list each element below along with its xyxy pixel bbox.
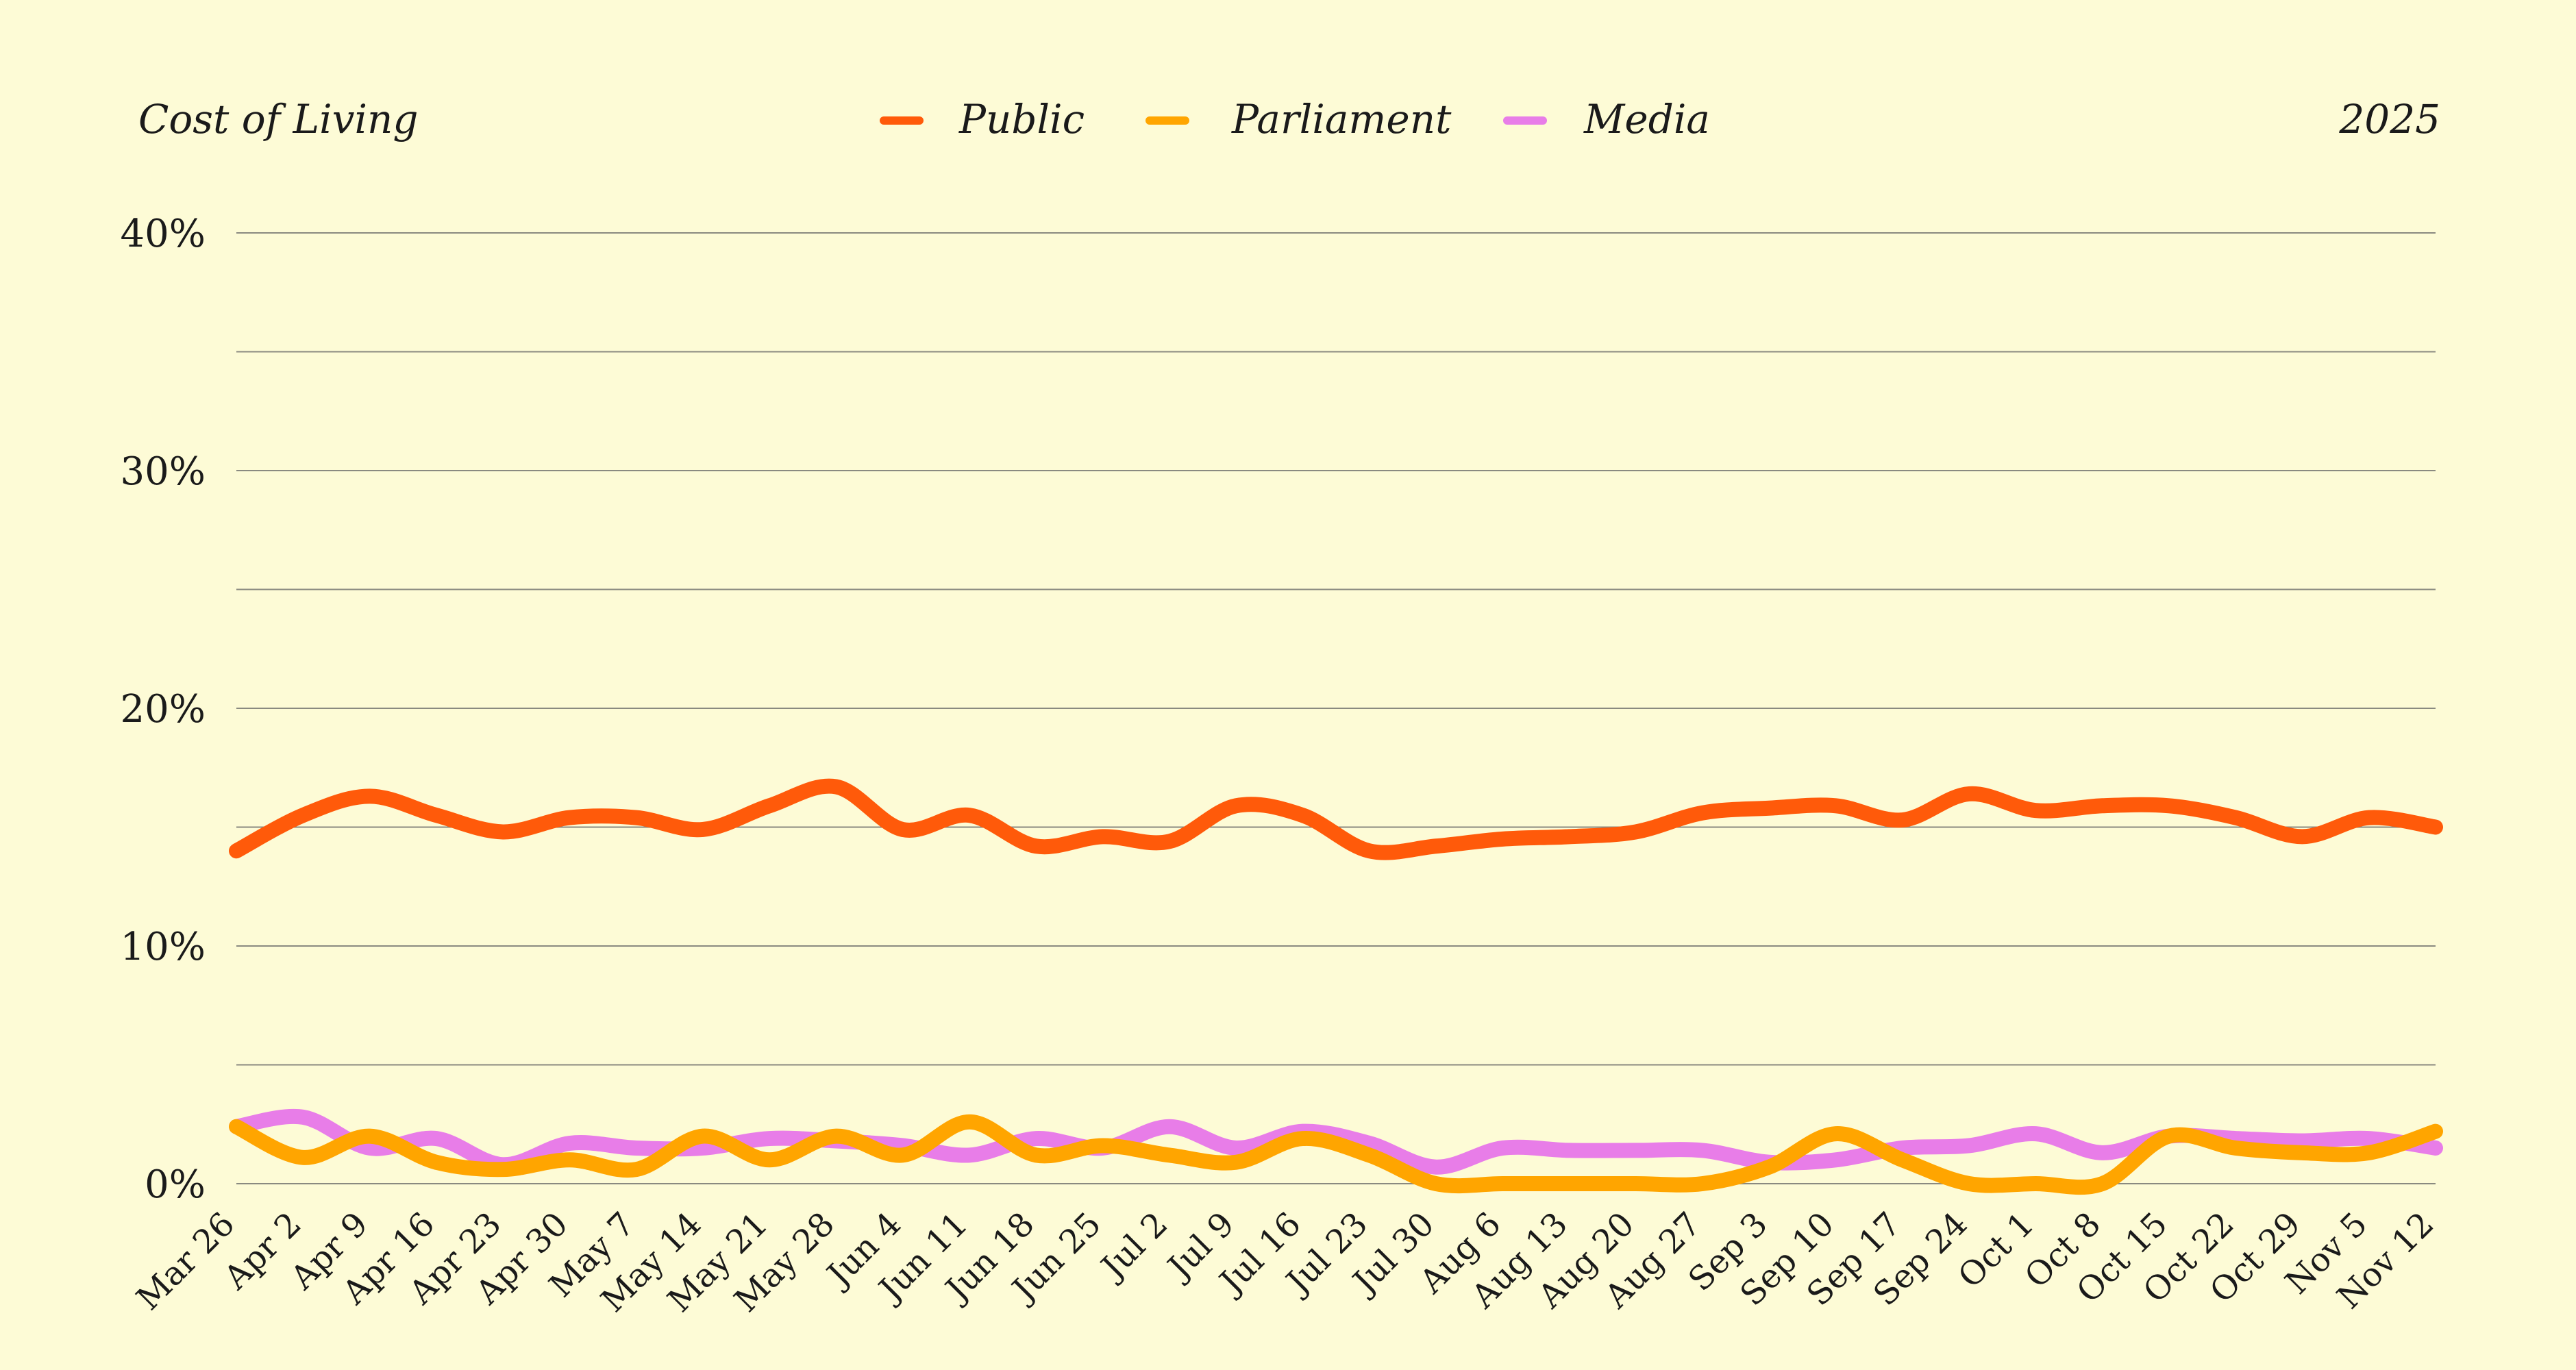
y-tick-label: 30%: [121, 449, 206, 494]
series-line-parliament: [229, 1114, 2443, 1195]
chart-year-label: 2025: [2338, 96, 2440, 142]
series-line-public: [229, 778, 2443, 860]
x-tick-label: Oct 1: [1950, 1205, 2041, 1295]
y-axis-ticks: 0% 10% 20% 30% 40%: [121, 212, 206, 1207]
y-tick-label: 0%: [145, 1162, 206, 1207]
legend-label-media: Media: [1583, 96, 1710, 142]
series-lines: [229, 778, 2443, 1195]
legend: Public Parliament Media: [880, 96, 1710, 142]
y-tick-label: 20%: [121, 687, 206, 732]
gridlines: [236, 232, 2436, 1184]
x-tick-label: Apr 2: [216, 1205, 309, 1297]
x-tick-label: Jul 2: [1091, 1205, 1175, 1288]
legend-label-public: Public: [958, 96, 1085, 142]
chart-title: Cost of Living: [138, 96, 419, 142]
y-tick-label: 10%: [121, 925, 206, 969]
legend-label-parliament: Parliament: [1231, 96, 1452, 142]
y-tick-label: 40%: [121, 212, 206, 256]
